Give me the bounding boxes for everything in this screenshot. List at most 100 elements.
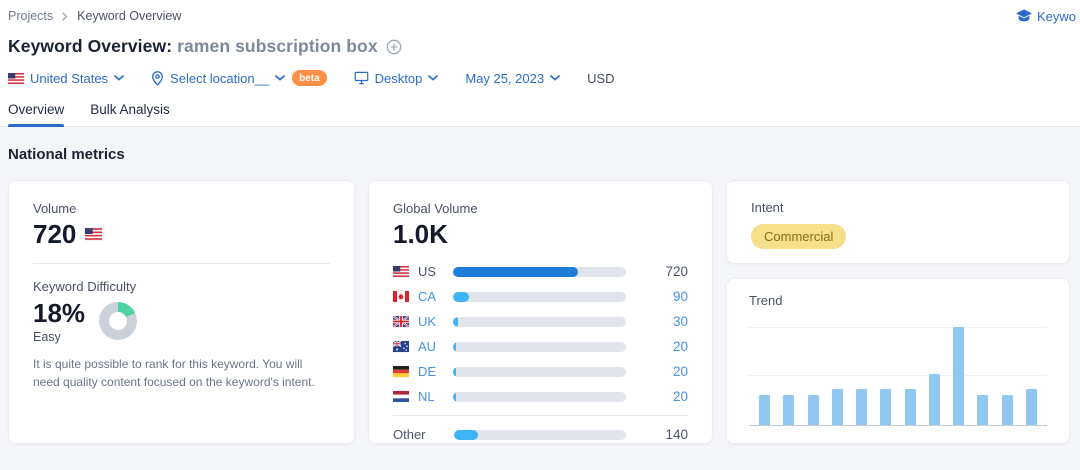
chevron-down-icon (550, 75, 560, 81)
trend-bar (953, 327, 965, 425)
national-metrics-section: National metrics Volume 720 Keyword Diff… (0, 127, 1080, 452)
country-selector[interactable]: United States (8, 71, 124, 86)
chevron-down-icon (275, 75, 285, 81)
global-volume-row-de: DE 20 (393, 359, 688, 384)
trend-bar (1025, 388, 1037, 425)
keyword-difficulty-value: 18% (33, 298, 86, 328)
intent-badge-commercial[interactable]: Commercial (751, 224, 847, 249)
volume-bar-track (453, 266, 626, 277)
location-pin-icon (151, 70, 164, 86)
section-title: National metrics (8, 146, 125, 163)
au-flag-icon (393, 341, 409, 352)
tab-overview[interactable]: Overview (8, 102, 65, 127)
country-link-uk[interactable]: UK (418, 314, 437, 329)
global-volume-row-ca: CA 90 (393, 284, 688, 309)
desktop-monitor-icon (354, 71, 369, 85)
graduation-cap-icon (1015, 9, 1032, 23)
intent-card: Intent Commercial (726, 180, 1070, 264)
volume-bar-track (453, 316, 626, 327)
trend-bar (880, 388, 892, 425)
intent-label: Intent (751, 200, 784, 215)
global-volume-row-nl: NL 20 (393, 384, 688, 409)
country-label-us: US (418, 264, 437, 279)
tab-bar: Overview Bulk Analysis (0, 102, 1080, 127)
country-selector-label: United States (30, 70, 109, 86)
trend-bar (977, 394, 989, 425)
volume-bar-track (454, 429, 626, 440)
volume-value-other: 140 (665, 427, 688, 442)
volume-bar-ca (453, 291, 469, 302)
volume-value-au: 20 (672, 339, 688, 354)
volume-bar-de (453, 366, 457, 377)
header: Projects Keyword Overview Keywo Keyword … (0, 0, 1080, 127)
volume-bar-nl (453, 391, 457, 402)
global-volume-row-au: AU 20 (393, 334, 688, 359)
volume-bar-track (453, 291, 626, 302)
academy-link-label: Keywo (1036, 8, 1076, 24)
volume-value: 720 (33, 219, 77, 249)
chevron-down-icon (428, 75, 439, 81)
trend-bar (856, 388, 868, 425)
keyword-difficulty-label: Keyword Difficulty (33, 279, 137, 294)
trend-card: Trend (726, 278, 1070, 444)
uk-flag-icon (393, 316, 409, 327)
trend-label: Trend (749, 293, 783, 308)
date-selector[interactable]: May 25, 2023 (465, 71, 560, 86)
trend-bar (807, 394, 819, 425)
volume-bar-uk (453, 316, 459, 327)
volume-bar-track (453, 366, 626, 377)
global-volume-row-us: US 720 (393, 259, 688, 284)
ca-flag-icon (393, 291, 409, 302)
trend-chart (749, 327, 1047, 426)
global-volume-label: Global Volume (393, 201, 478, 216)
breadcrumb-chevron-icon (62, 11, 68, 21)
us-flag-icon (8, 72, 24, 84)
page-title-keyword: ramen subscription box (177, 36, 378, 56)
trend-bar (904, 388, 916, 425)
page-title: Keyword Overview: ramen subscription box (8, 36, 378, 56)
breadcrumb-projects[interactable]: Projects (8, 9, 54, 23)
volume-value-de: 20 (672, 364, 688, 379)
filters-bar: United States Select location__ beta Des… (8, 70, 1070, 86)
volume-bar-other (454, 429, 479, 440)
trend-bar (831, 388, 843, 425)
country-link-au[interactable]: AU (418, 339, 437, 354)
global-volume-total: 1.0K (393, 219, 448, 249)
global-volume-list: US 720 CA 90 UK 30 (393, 259, 688, 447)
beta-badge: beta (292, 70, 327, 86)
volume-value-us: 720 (665, 264, 688, 279)
global-volume-row-other: Other 140 (393, 422, 688, 447)
volume-value-ca: 90 (672, 289, 688, 304)
location-selector-label: Select location__ (170, 70, 270, 86)
us-flag-icon (85, 228, 103, 240)
global-volume-card: Global Volume 1.0K US 720 CA 90 UK (368, 180, 713, 444)
volume-bar-track (453, 341, 626, 352)
trend-bar (928, 374, 940, 425)
difficulty-donut-chart (99, 302, 138, 340)
country-link-de[interactable]: DE (418, 364, 437, 379)
country-link-ca[interactable]: CA (418, 289, 437, 304)
location-selector[interactable]: Select location__ beta (151, 70, 327, 86)
trend-bar (759, 394, 770, 425)
gridline (749, 327, 1047, 328)
chevron-down-icon (114, 75, 124, 81)
difficulty-description: It is quite possible to rank for this ke… (33, 357, 315, 389)
volume-value-uk: 30 (672, 314, 688, 329)
tab-bulk-analysis[interactable]: Bulk Analysis (90, 102, 170, 117)
trend-bars (749, 327, 1047, 425)
global-volume-row-uk: UK 30 (393, 309, 688, 334)
currency-label: USD (587, 70, 615, 86)
trend-bar (1001, 394, 1013, 425)
divider (33, 263, 330, 264)
device-selector[interactable]: Desktop (354, 71, 439, 86)
us-flag-icon (393, 266, 409, 277)
volume-bar-track (453, 391, 626, 402)
academy-link[interactable]: Keywo (1015, 8, 1076, 24)
country-link-nl[interactable]: NL (418, 389, 435, 404)
other-label: Other (393, 427, 426, 442)
breadcrumb: Projects Keyword Overview (8, 9, 181, 23)
add-keyword-icon[interactable] (386, 39, 402, 55)
divider (393, 415, 688, 416)
volume-value-nl: 20 (672, 389, 688, 404)
de-flag-icon (393, 366, 409, 377)
